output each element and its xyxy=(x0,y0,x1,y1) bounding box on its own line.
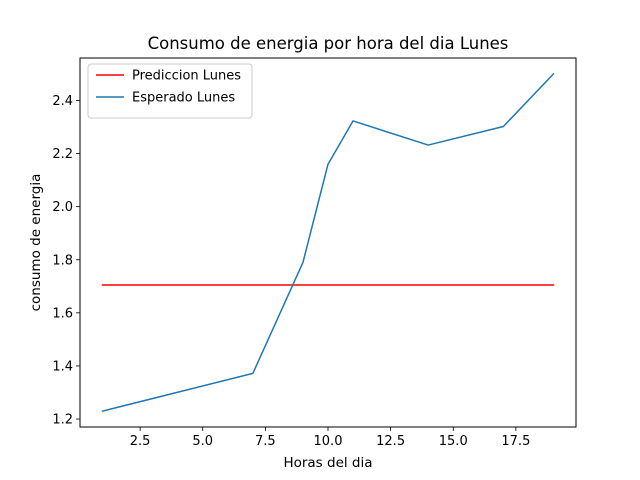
series-line-2 xyxy=(101,72,555,412)
y-tick-label: 1.6 xyxy=(52,306,73,321)
x-tick-label: 2.5 xyxy=(130,434,151,449)
series-layer xyxy=(101,72,555,412)
x-tick-label: 7.5 xyxy=(255,434,276,449)
x-axis: 2.5 5.0 7.5 10.0 12.5 15.0 17.5 xyxy=(130,427,530,449)
x-axis-label: Horas del dia xyxy=(283,455,372,471)
y-tick-label: 1.2 xyxy=(52,413,73,428)
x-tick-label: 15.0 xyxy=(439,434,468,449)
legend-box xyxy=(87,63,253,119)
x-tick-label: 17.5 xyxy=(501,434,530,449)
legend-label-2: Esperado Lunes xyxy=(132,91,235,106)
legend: Prediccion Lunes Esperado Lunes xyxy=(87,63,253,119)
y-tick-label: 2.2 xyxy=(52,147,73,162)
y-tick-label: 1.4 xyxy=(52,359,73,374)
legend-label-1: Prediccion Lunes xyxy=(132,69,241,84)
y-tick-label: 2.0 xyxy=(52,200,73,215)
x-tick-label: 12.5 xyxy=(376,434,405,449)
chart-title: Consumo de energia por hora del dia Lune… xyxy=(148,34,509,53)
y-axis: 1.2 1.4 1.6 1.8 2.0 2.2 2.4 xyxy=(52,94,80,428)
y-axis-label: consumo de energia xyxy=(28,174,44,312)
x-tick-label: 10.0 xyxy=(314,434,343,449)
x-tick-label: 5.0 xyxy=(192,434,213,449)
y-tick-label: 2.4 xyxy=(52,94,73,109)
y-tick-label: 1.8 xyxy=(52,253,73,268)
